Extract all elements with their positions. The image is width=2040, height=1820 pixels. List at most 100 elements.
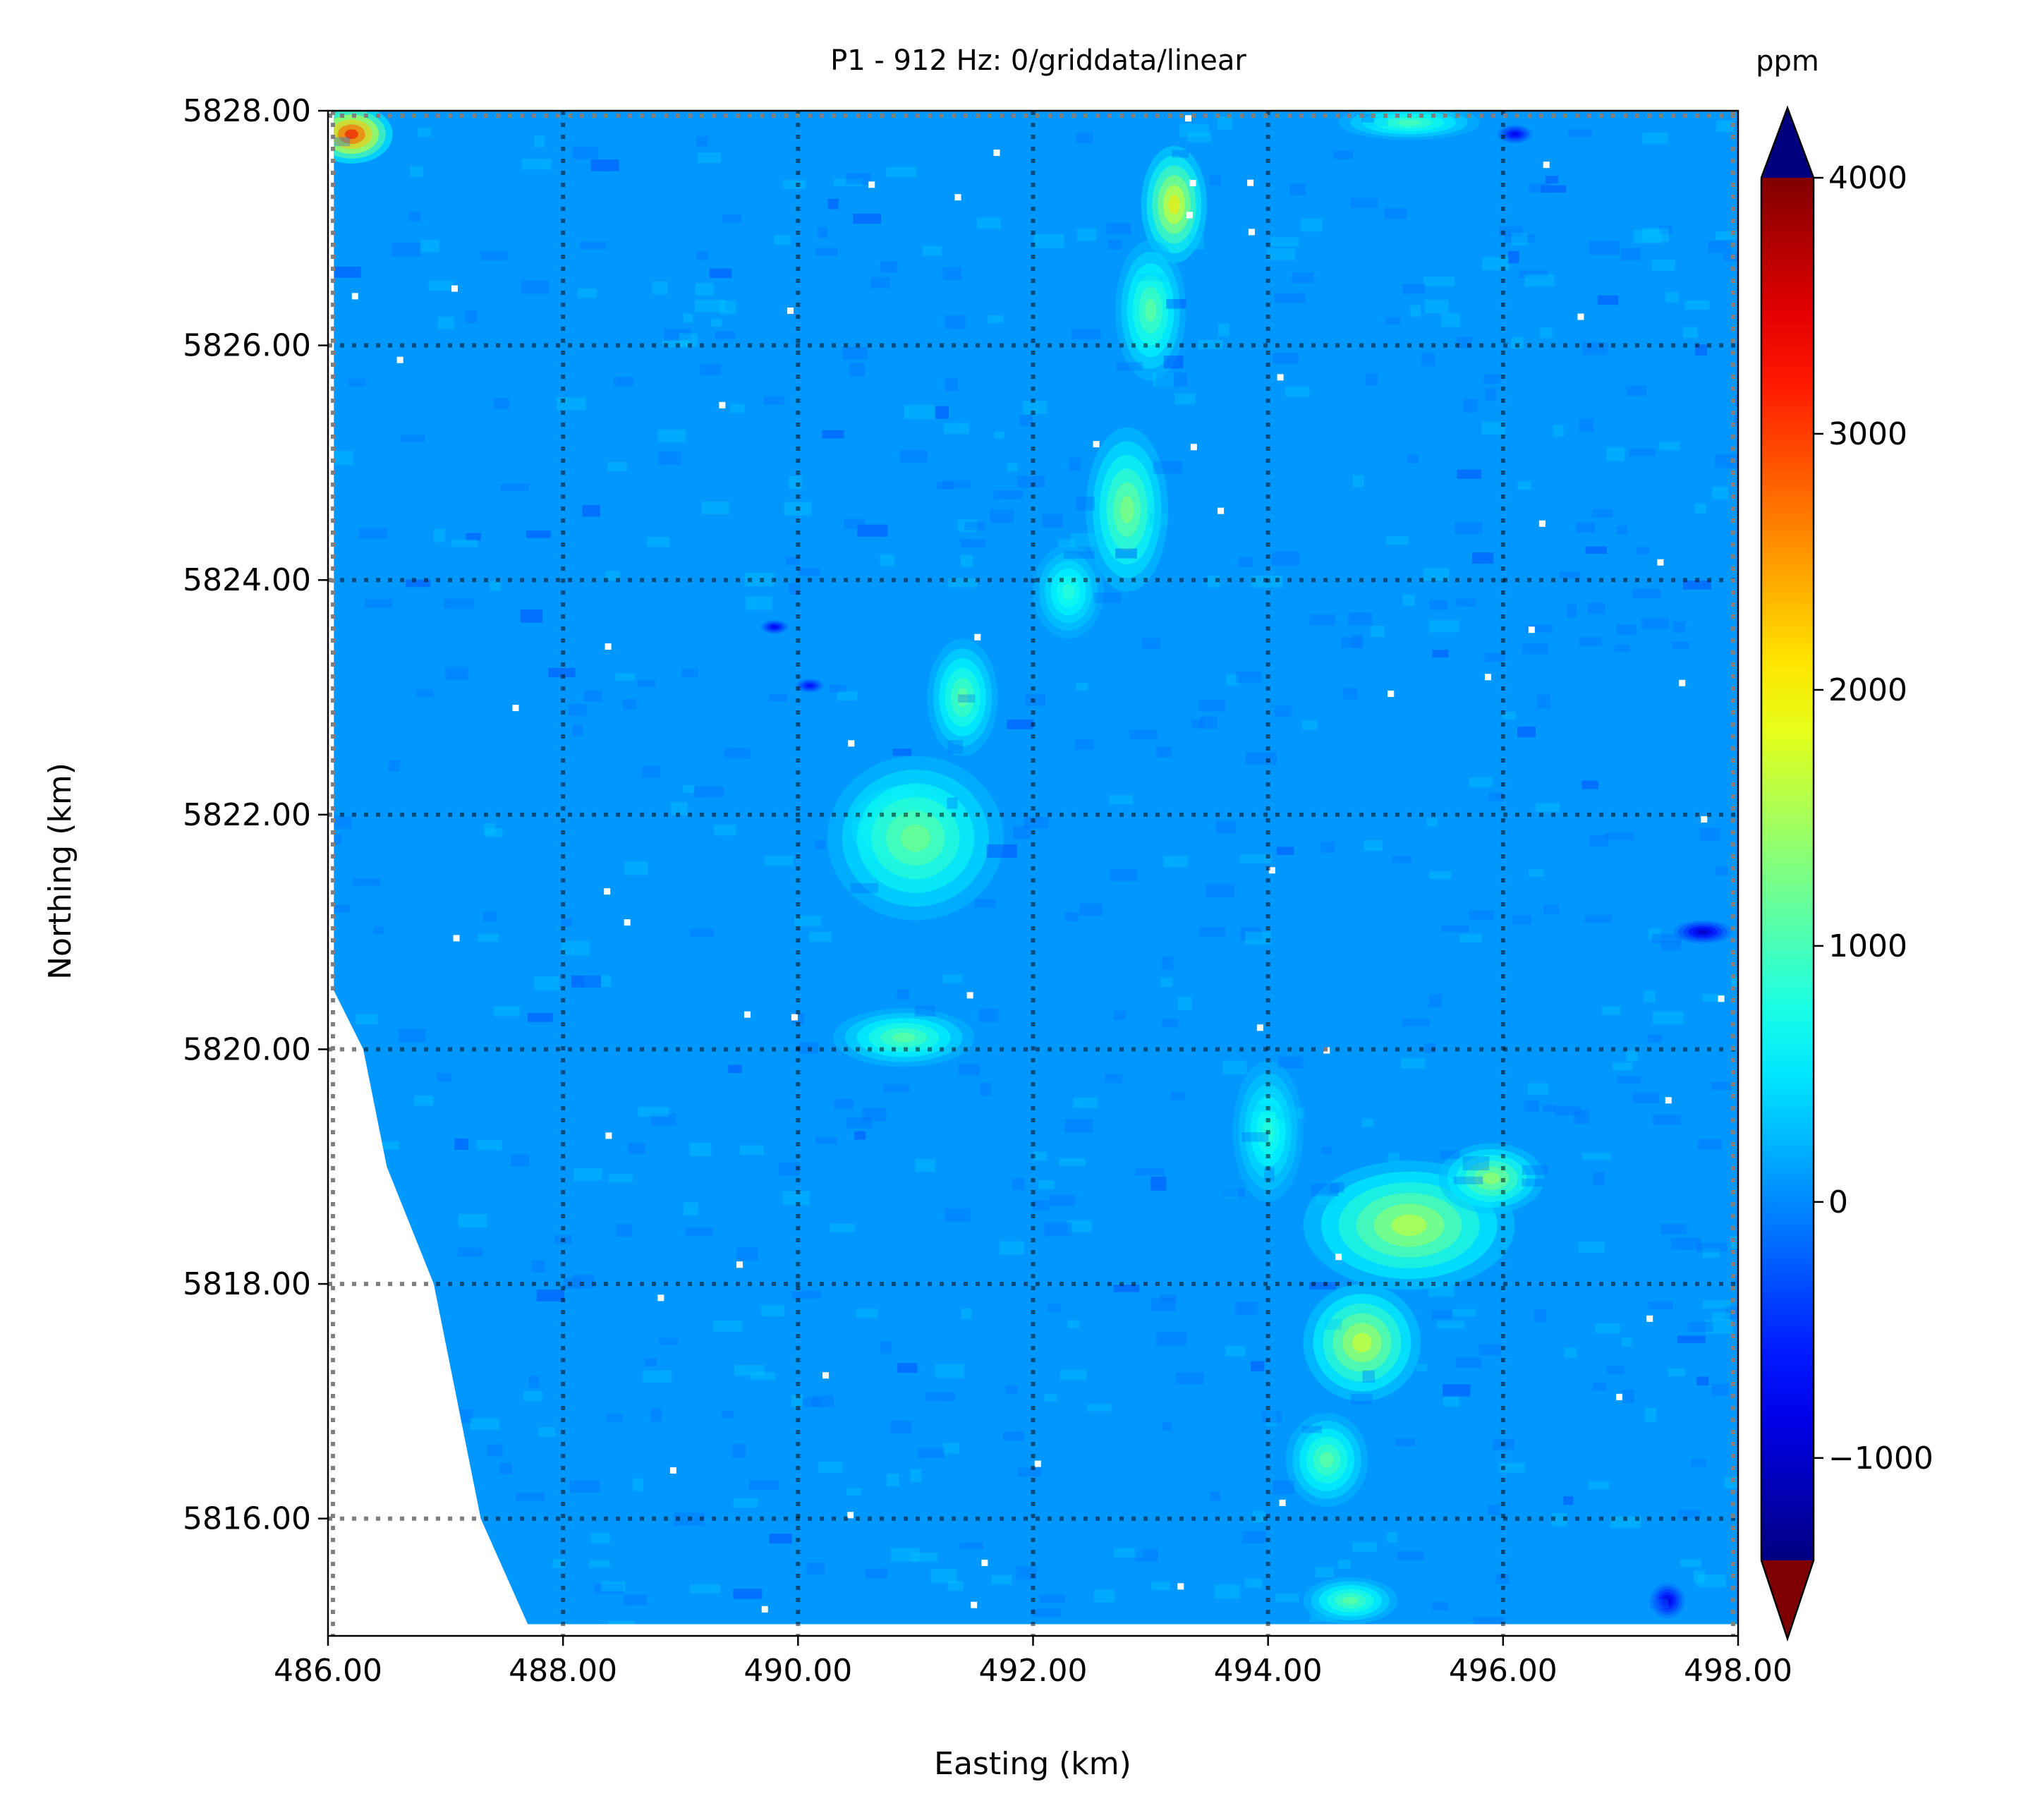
speckle [1277, 1056, 1304, 1068]
colorbar-extend-top [1761, 108, 1814, 178]
speckle [448, 1499, 459, 1511]
speckle [958, 519, 978, 533]
speckle [622, 698, 637, 710]
speckle [606, 1414, 623, 1422]
speckle [880, 554, 894, 566]
speckle [1162, 1422, 1172, 1431]
speckle [986, 844, 1017, 859]
speckle [750, 1372, 775, 1381]
speckle [1384, 207, 1407, 219]
speckle [1687, 1321, 1713, 1333]
speckle [548, 667, 576, 678]
speckle [856, 1309, 878, 1318]
speckle [1012, 1177, 1025, 1190]
speckle [834, 178, 863, 186]
speckle [1387, 1532, 1397, 1543]
anomaly [827, 756, 1004, 921]
speckle [1190, 444, 1197, 451]
speckle [1614, 644, 1630, 653]
speckle [728, 1064, 742, 1074]
speckle [365, 599, 393, 608]
speckle [578, 289, 597, 298]
speckle [1626, 1050, 1638, 1062]
speckle [1240, 854, 1271, 863]
speckle [783, 180, 806, 189]
speckle [990, 509, 1014, 523]
anomaly [1285, 1413, 1368, 1507]
speckle [1364, 840, 1383, 851]
speckle [1271, 552, 1300, 566]
speckle [870, 277, 890, 289]
speckle [607, 461, 627, 472]
speckle [1660, 940, 1681, 952]
speckle [1049, 1194, 1076, 1207]
speckle [1335, 1254, 1342, 1261]
speckle [483, 911, 497, 922]
speckle [1218, 507, 1225, 514]
speckle [1093, 593, 1122, 603]
speckle [1441, 925, 1469, 933]
speckle [1153, 372, 1174, 387]
speckle [1073, 1097, 1098, 1108]
speckle [1007, 719, 1034, 729]
speckle [981, 1560, 988, 1567]
anomaly-contour [901, 824, 930, 852]
speckle [1524, 1100, 1540, 1112]
speckle [1483, 374, 1501, 384]
speckle [865, 1568, 888, 1579]
speckle [1429, 870, 1452, 880]
speckle [709, 268, 732, 279]
speckle [846, 1117, 873, 1129]
speckle [802, 1397, 821, 1407]
anomaly [927, 638, 998, 756]
speckle [456, 1409, 474, 1424]
y-tick-label: 5824.00 [183, 562, 311, 598]
speckle [974, 899, 996, 908]
speckle [1188, 235, 1204, 250]
speckle [1651, 259, 1676, 271]
speckle [569, 1480, 600, 1493]
speckle [791, 1290, 822, 1299]
speckle [1113, 1010, 1127, 1020]
speckle [1699, 827, 1720, 841]
speckle [1023, 401, 1048, 415]
anomaly-contour [1698, 930, 1708, 934]
anomaly [1141, 145, 1208, 264]
speckle [1226, 674, 1239, 686]
speckle [1315, 1567, 1334, 1578]
anomaly-contour [1397, 119, 1421, 126]
speckle [1538, 520, 1546, 527]
y-tick-label: 5818.00 [183, 1266, 311, 1302]
speckle [1198, 926, 1226, 937]
speckle [396, 356, 403, 363]
speckle [590, 1533, 610, 1544]
speckle [538, 1426, 556, 1437]
speckle [1616, 1393, 1623, 1400]
speckle [947, 797, 958, 809]
speckle [444, 598, 474, 609]
anomaly [1086, 427, 1169, 592]
speckle [809, 932, 832, 942]
speckle [529, 1376, 540, 1388]
speckle [1129, 729, 1158, 739]
speckle [1338, 1560, 1351, 1570]
speckle [1240, 927, 1263, 941]
speckle [1038, 1180, 1055, 1189]
speckle [484, 823, 495, 835]
speckle [1069, 457, 1081, 471]
speckle [848, 740, 855, 747]
speckle [628, 1142, 645, 1155]
speckle [1423, 277, 1455, 286]
speckle [1694, 1570, 1706, 1584]
speckle [1642, 133, 1668, 144]
speckle [1646, 1315, 1653, 1322]
speckle [1309, 1282, 1336, 1290]
heatmap [334, 111, 1738, 1625]
speckle [1452, 1309, 1476, 1316]
speckle [1711, 1081, 1732, 1091]
speckle [520, 609, 542, 623]
speckle [1677, 1335, 1706, 1343]
speckle [1648, 1301, 1673, 1310]
speckle [451, 285, 458, 292]
speckle [744, 572, 775, 587]
